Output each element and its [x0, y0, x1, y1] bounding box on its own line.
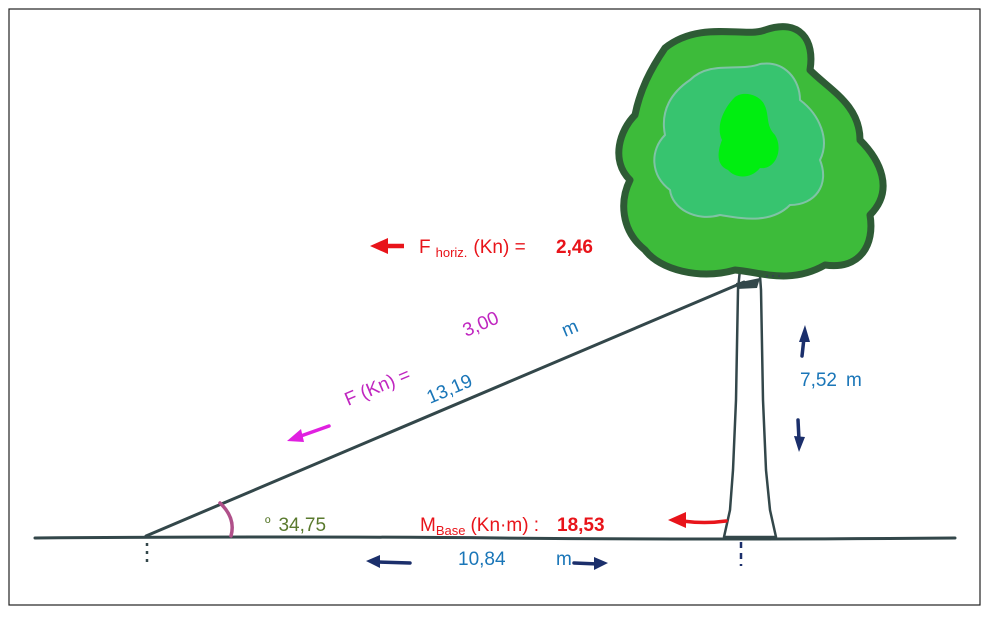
moment-arrow-icon	[668, 512, 728, 528]
cable-clamp	[736, 278, 760, 289]
angle-arc	[218, 501, 234, 538]
foliage-inner	[718, 93, 779, 177]
base-distance-unit: m	[556, 549, 572, 570]
height-label: 7,52 m	[800, 370, 862, 391]
guy-cable	[144, 280, 746, 538]
f-cable-arrow-icon	[287, 424, 331, 442]
diagram-frame	[8, 8, 981, 606]
tree-trunk	[722, 246, 778, 539]
base-distance-value: 10,84	[458, 549, 506, 570]
distance-right-arrow-icon	[572, 557, 608, 570]
height-down-arrow-icon	[794, 418, 805, 452]
f-cable-value: 3,00	[460, 308, 502, 342]
angle-label: º 34,75	[265, 515, 326, 536]
cable-length-unit: m	[559, 316, 582, 342]
f-cable-label: F (Kn) =	[342, 364, 414, 410]
f-horiz-arrow-icon	[370, 238, 404, 254]
moment-label: MBase (Kn·m) :	[420, 515, 539, 538]
ground-line	[33, 535, 957, 541]
height-up-arrow-icon	[799, 325, 810, 358]
moment-value: 18,53	[557, 515, 605, 536]
cable-length-value: 13,19	[424, 371, 476, 409]
distance-left-arrow-icon	[366, 555, 412, 568]
f-horiz-value: 2,46	[556, 237, 593, 258]
